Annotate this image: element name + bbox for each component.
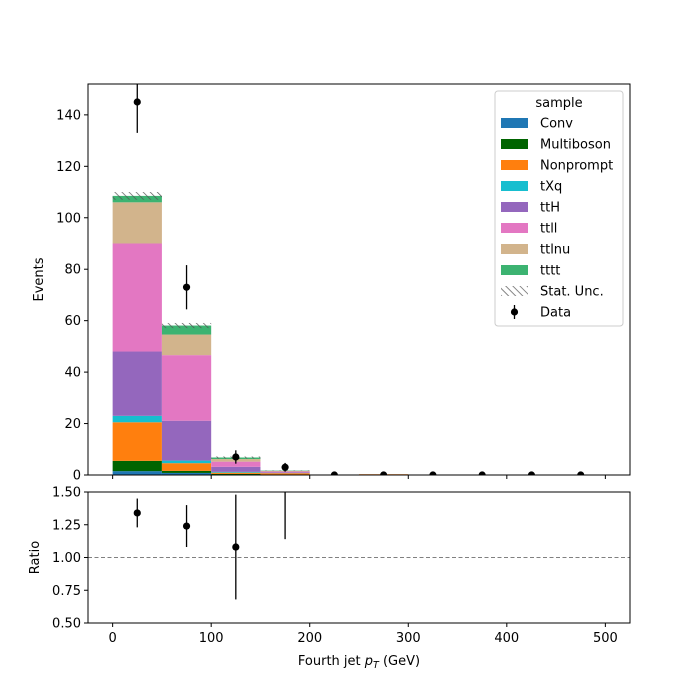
ratio-point [182,522,191,530]
bar-tth [161,420,212,461]
bar-conv [161,472,212,475]
ratio-y-tick-label: 1.25 [52,518,81,533]
x-label-prefix: Fourth jet [298,654,365,669]
legend-swatch-ttll [501,223,528,233]
bar-ttll [112,243,162,352]
bar-txq [161,460,212,464]
bar-txq [211,471,261,473]
legend-label-stat-unc: Stat. Unc. [540,285,604,300]
data-point [182,283,191,291]
data-point [380,471,388,475]
legend-swatch-tttt [501,265,528,275]
legend-label-conv: Conv [540,117,573,132]
main-panel: 0 20 40 60 80 100 120 140 Events [32,83,631,484]
x-tick-label: 400 [494,631,519,646]
bar-tttt [161,325,212,335]
bar-ttll [260,471,310,473]
legend-label-multiboson: Multiboson [540,138,611,153]
main-axes-frame [87,83,631,476]
legend-swatch-ttlnu [501,244,528,254]
legend-swatch-tth [501,202,528,212]
bar-tth [112,351,162,416]
bar-nonprompt [260,473,310,475]
ratio-point [232,543,240,551]
y-tick-label: 80 [64,263,81,278]
stat-unc-band [161,322,212,329]
ratio-y-tick-label: 1.50 [52,486,81,501]
ratio-point [281,475,288,482]
legend-title: sample [535,96,582,111]
bar-txq [112,415,162,423]
data-point [281,463,289,471]
x-tick-label: 200 [297,631,322,646]
y-tick-label: 0 [73,469,81,484]
ratio-points [88,475,630,600]
ratio-y-tick-label: 0.75 [52,584,81,599]
bar-ttlnu [112,202,162,244]
data-points [133,84,585,475]
data-point [232,453,240,461]
x-label-sub: T [373,660,380,671]
bar-tth [211,466,261,472]
data-point [478,471,486,475]
legend-swatch-nonprompt [501,160,528,170]
y-tick-label: 60 [64,314,81,329]
x-label-var: p [364,654,373,669]
bar-ttlnu [161,334,212,356]
legend-label-nonprompt: Nonprompt [540,159,613,174]
legend-swatch-stat-unc [501,286,528,296]
y-tick-label: 140 [56,108,81,123]
y-axis-label: Events [32,257,47,301]
legend-label-data: Data [540,306,571,321]
ratio-panel: 0.50 0.75 1.00 1.25 1.50 0 100 200 300 400 500 Rati… [28,475,631,646]
stacked-bars [112,192,409,475]
data-point [527,471,536,475]
bar-multiboson [161,470,212,473]
bar-tth [260,472,310,474]
legend-label-txq: tXq [540,180,562,195]
data-point [429,471,437,475]
ratio-y-axis-label: Ratio [28,541,43,574]
legend: sample Conv Multiboson Nonprompt tXq ttH ttll t… [494,90,624,327]
data-point [577,471,585,475]
bar-ttll [161,355,212,421]
legend-label-tttt: tttt [540,264,560,279]
y-tick-label: 40 [64,366,81,381]
x-label-suffix: (GeV) [379,654,420,669]
bar-ttll [211,461,261,467]
x-tick-label: 500 [593,631,618,646]
data-point [133,98,141,106]
bar-nonprompt [161,463,212,471]
ratio-y-tick-label: 0.50 [52,617,81,632]
bar-nonprompt [211,472,261,474]
ratio-point [133,509,141,517]
legend-swatch-txq [501,181,528,191]
x-axis-label: Fourth jet pT (GeV) [298,654,420,671]
legend-label-ttlnu: ttlnu [540,243,570,258]
bar-conv [112,471,162,475]
data-point [330,471,338,475]
stat-unc-band [112,192,162,200]
legend-swatch-conv [501,118,528,128]
y-tick-label: 100 [56,211,81,226]
x-tick-label: 100 [199,631,224,646]
legend-label-tth: ttH [540,201,560,216]
legend-swatch-multiboson [501,139,528,149]
y-tick-label: 120 [56,160,81,175]
x-tick-label: 0 [108,631,116,646]
legend-label-ttll: ttll [540,222,557,237]
bar-multiboson [112,460,162,472]
bar-multiboson [211,473,261,475]
x-tick-label: 300 [396,631,421,646]
bar-nonprompt [112,422,162,461]
legend-data-marker [510,308,519,316]
y-tick-label: 20 [64,417,81,432]
ratio-y-tick-label: 1.00 [52,551,81,566]
